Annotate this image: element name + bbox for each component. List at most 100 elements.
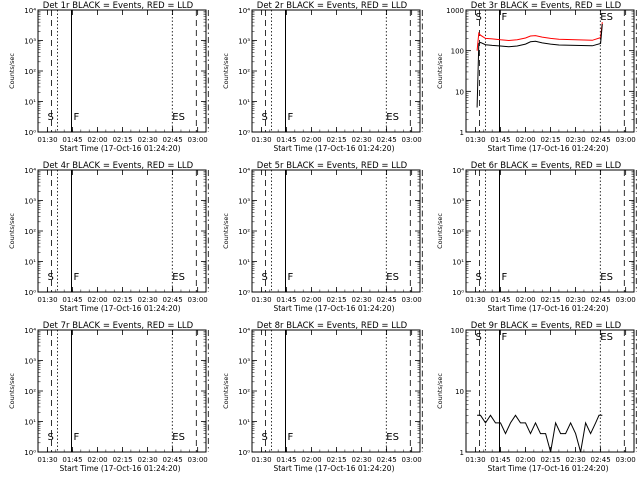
x-tick-label: 02:30 [137,296,157,304]
y-tick-label: 10⁴ [238,327,250,335]
x-tick-label: 02:00 [515,296,535,304]
y-axis-label: Counts/sec [8,213,16,249]
marker-label-f: F [501,12,507,23]
y-axis-label: Counts/sec [436,213,444,249]
x-tick-label: 01:45 [276,136,296,144]
x-axis-label: Start Time (17-Oct-16 01:24:20) [273,144,394,153]
y-tick-label: 10⁰ [24,129,36,137]
plot-frame [465,329,635,453]
x-axis-label: Start Time (17-Oct-16 01:24:20) [487,464,608,473]
marker-label-f: F [501,332,507,343]
x-tick-label: 02:30 [137,456,157,464]
x-tick-label: 02:45 [377,136,397,144]
x-tick-label: 02:00 [301,456,321,464]
x-tick-label: 03:00 [616,136,636,144]
x-axis-label: Start Time (17-Oct-16 01:24:20) [487,144,608,153]
y-tick-label: 10³ [24,358,36,366]
chart-title: Det 9r BLACK = Events, RED = LLD [471,321,622,331]
chart-title: Det 7r BLACK = Events, RED = LLD [43,321,194,331]
series-line-2 [476,24,603,108]
marker-label-s: S [475,272,481,283]
y-tick-label: 10⁴ [24,7,36,15]
y-tick-label: 10³ [238,38,250,46]
marker-label-s: S [475,12,481,23]
marker-label-es: ES [386,432,399,443]
marker-label-es: ES [600,332,613,343]
chart-panel-6: Det 6r BLACK = Events, RED = LLD Counts/s… [436,161,637,313]
chart-title: Det 1r BLACK = Events, RED = LLD [43,1,194,11]
x-tick-label: 02:45 [591,296,611,304]
y-tick-label: 10¹ [24,99,36,107]
y-tick-label: 10² [238,68,250,76]
x-tick-label: 02:00 [87,136,107,144]
marker-label-f: F [73,432,79,443]
x-tick-label: 02:15 [326,296,346,304]
x-tick-label: 02:00 [301,296,321,304]
y-axis-label: Counts/sec [222,213,230,249]
x-axis-label: Start Time (17-Oct-16 01:24:20) [487,304,608,313]
chart-panel-9: Det 9r BLACK = Events, RED = LLD Counts/s… [436,321,637,473]
chart-panel-3: Det 3r BLACK = Events, RED = LLD Counts/s… [436,1,637,153]
y-tick-label: 10³ [452,198,464,206]
x-tick-label: 01:30 [251,296,271,304]
y-tick-label: 10⁰ [24,449,36,457]
x-tick-label: 02:45 [163,296,183,304]
marker-label-f: F [501,272,507,283]
series-line-1 [476,22,603,51]
x-tick-label: 02:30 [565,136,585,144]
y-tick-label: 10² [24,68,36,76]
x-tick-label: 01:30 [37,456,57,464]
chart-panel-5: Det 5r BLACK = Events, RED = LLD Counts/s… [222,161,423,313]
x-axis-label: Start Time (17-Oct-16 01:24:20) [59,464,180,473]
y-tick-label: 10² [24,228,36,236]
chart-title: Det 4r BLACK = Events, RED = LLD [43,161,194,171]
y-tick-label: 10⁴ [452,167,464,175]
chart-title: Det 8r BLACK = Events, RED = LLD [257,321,408,331]
x-tick-label: 03:00 [616,296,636,304]
marker-label-s: S [47,112,53,123]
y-tick-label: 1 [460,449,464,457]
marker-label-es: ES [172,112,185,123]
marker-label-s: S [261,272,267,283]
x-tick-label: 01:45 [62,296,82,304]
marker-label-es: ES [386,112,399,123]
x-tick-label: 02:45 [591,136,611,144]
x-tick-label: 02:00 [87,456,107,464]
y-tick-label: 10² [24,388,36,396]
x-tick-label: 02:45 [377,456,397,464]
x-tick-label: 02:15 [540,456,560,464]
x-tick-label: 03:00 [402,296,422,304]
marker-label-es: ES [386,272,399,283]
x-tick-label: 01:30 [465,456,485,464]
y-axis-label: Counts/sec [436,373,444,409]
y-tick-label: 10⁰ [238,449,250,457]
y-tick-label: 10⁰ [238,129,250,137]
x-tick-label: 01:30 [251,136,271,144]
marker-label-es: ES [600,272,613,283]
y-tick-label: 1000 [446,7,464,15]
x-tick-label: 01:30 [251,456,271,464]
x-tick-label: 03:00 [402,136,422,144]
y-tick-label: 10⁴ [24,167,36,175]
y-axis-label: Counts/sec [222,373,230,409]
chart-panel-1: Det 1r BLACK = Events, RED = LLD Counts/s… [8,1,209,153]
x-tick-label: 02:15 [112,136,132,144]
y-tick-label: 10³ [24,38,36,46]
marker-label-f: F [287,112,293,123]
y-tick-label: 10¹ [238,99,250,107]
chart-panel-8: Det 8r BLACK = Events, RED = LLD Counts/s… [222,321,423,473]
x-tick-label: 02:00 [301,136,321,144]
marker-label-s: S [261,112,267,123]
chart-title: Det 6r BLACK = Events, RED = LLD [471,161,622,171]
x-tick-label: 03:00 [616,456,636,464]
x-tick-label: 02:45 [163,136,183,144]
x-tick-label: 02:30 [351,136,371,144]
y-tick-label: 10 [455,88,464,96]
x-axis-label: Start Time (17-Oct-16 01:24:20) [273,464,394,473]
x-tick-label: 01:30 [37,136,57,144]
x-tick-label: 01:45 [276,456,296,464]
y-tick-label: 10⁴ [24,327,36,335]
x-tick-label: 01:45 [62,136,82,144]
y-tick-label: 100 [451,327,464,335]
